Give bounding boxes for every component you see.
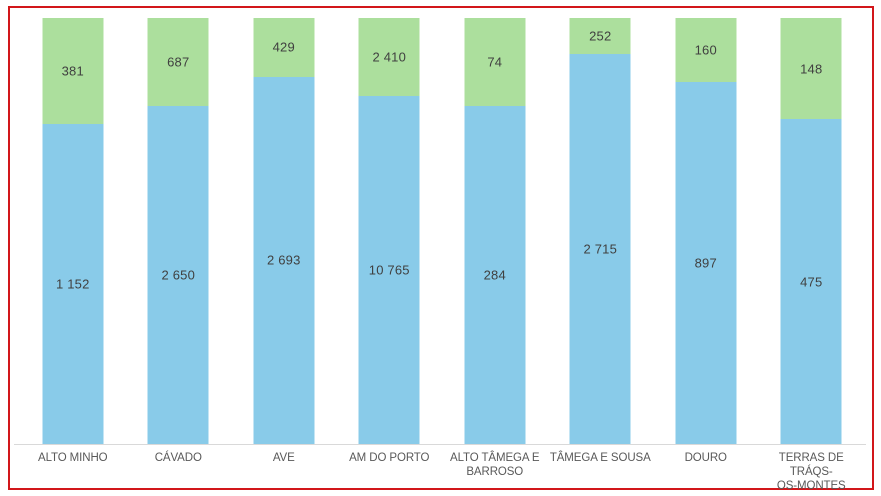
x-axis-label: ALTO MINHO (38, 452, 108, 464)
x-axis-label: AM DO PORTO (349, 452, 430, 464)
data-label: 475 (800, 274, 823, 290)
data-label: 2 410 (372, 49, 407, 65)
data-label: 148 (800, 61, 823, 77)
data-label: 74 (487, 54, 503, 70)
x-axis-label: AVE (272, 452, 295, 464)
bar-group: 160 897 (653, 18, 759, 444)
bar-segment-bottom: 284 (464, 106, 526, 444)
bar-group: 148 475 (759, 18, 865, 444)
stacked-bar: 148 475 (780, 18, 842, 444)
data-label: 2 715 (583, 241, 618, 257)
data-label: 381 (61, 63, 84, 79)
bar-segment-top: 2 410 (358, 18, 420, 96)
data-label: 897 (694, 255, 717, 271)
data-label: 10 765 (368, 262, 410, 278)
x-axis-label: TERRAS DE TRÁQS- OS-MONTES (776, 452, 846, 492)
stacked-bar: 74 284 (464, 18, 526, 444)
stacked-bar: 381 1 152 (42, 18, 104, 444)
data-label: 160 (694, 42, 717, 58)
stacked-bar: 429 2 693 (253, 18, 315, 444)
bar-segment-top: 148 (780, 18, 842, 120)
bar-group: 2 410 10 765 (337, 18, 443, 444)
x-axis-label: ALTO TÂMEGA E BARROSO (450, 452, 540, 478)
bar-segment-top: 381 (42, 18, 104, 124)
data-label: 252 (589, 28, 612, 44)
bar-segment-bottom: 2 715 (569, 54, 631, 444)
stacked-bar: 2 410 10 765 (358, 18, 420, 444)
bar-segment-bottom: 10 765 (358, 95, 420, 444)
bar-segment-bottom: 2 650 (147, 105, 209, 444)
data-label: 687 (167, 54, 190, 70)
x-axis-line (14, 444, 866, 445)
bar-segment-bottom: 1 152 (42, 123, 104, 444)
x-axis-label: TÂMEGA E SOUSA (549, 452, 651, 464)
bar-segment-bottom: 897 (675, 82, 737, 444)
stacked-bar: 687 2 650 (147, 18, 209, 444)
annotation-border (8, 6, 874, 490)
bar-group: 252 2 715 (548, 18, 654, 444)
bar-segment-bottom: 475 (780, 119, 842, 444)
bar-group: 687 2 650 (126, 18, 232, 444)
x-axis-label: CÁVADO (154, 452, 202, 464)
stacked-bar: 160 897 (675, 18, 737, 444)
bar-segment-top: 74 (464, 18, 526, 107)
bar-segment-top: 252 (569, 18, 631, 55)
data-label: 2 693 (266, 252, 301, 268)
bar-group: 429 2 693 (231, 18, 337, 444)
bar-group: 381 1 152 (20, 18, 126, 444)
bar-group: 74 284 (442, 18, 548, 444)
x-axis-labels: ALTO MINHO CÁVADO AVE AM DO PORTO ALTO TÂMEG… (20, 451, 864, 493)
stacked-bar: 252 2 715 (569, 18, 631, 444)
x-axis-label: DOURO (684, 452, 727, 464)
data-label: 284 (483, 267, 506, 283)
data-label: 429 (272, 39, 295, 55)
plot-area: 381 1 152 687 2 650 429 2 693 2 410 10 765 74 284… (20, 18, 864, 444)
data-label: 1 152 (55, 276, 90, 292)
bar-segment-top: 160 (675, 18, 737, 83)
bar-segment-top: 687 (147, 18, 209, 106)
bar-segment-top: 429 (253, 18, 315, 77)
bar-segment-bottom: 2 693 (253, 76, 315, 444)
data-label: 2 650 (161, 267, 196, 283)
